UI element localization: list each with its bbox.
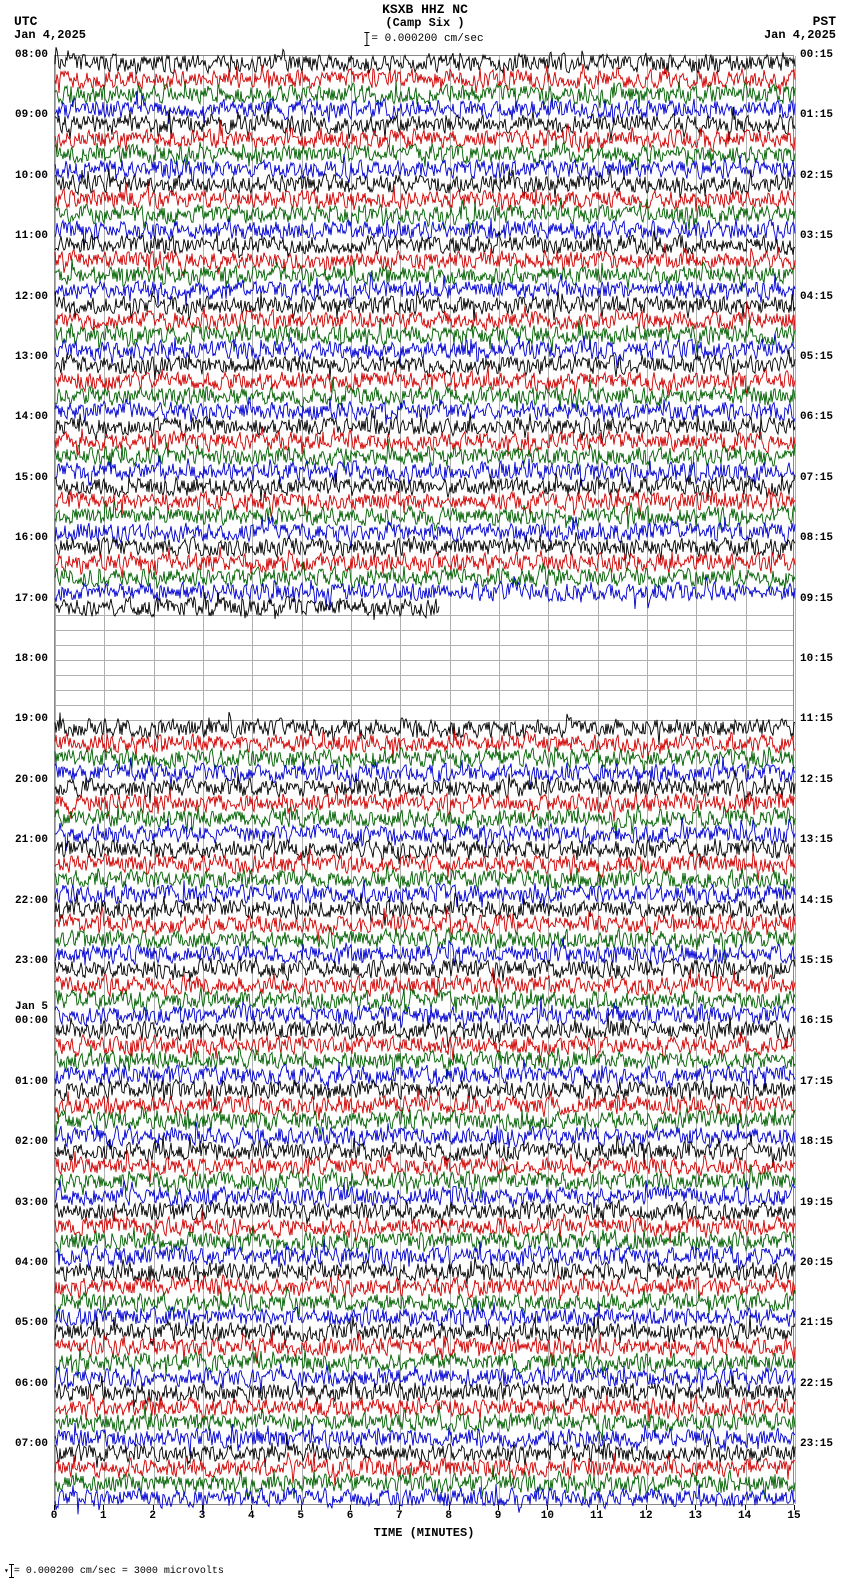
utc-hour-label: 23:00 [15, 955, 48, 967]
utc-hour-label: 03:00 [15, 1197, 48, 1209]
pst-hour-label: 21:15 [800, 1317, 833, 1329]
pst-hour-label: 04:15 [800, 291, 833, 303]
utc-hour-label: 05:00 [15, 1317, 48, 1329]
x-tick-label: 6 [347, 1510, 354, 1522]
footer-text: = 0.000200 cm/sec = 3000 microvolts [14, 1566, 224, 1577]
utc-hour-label: 09:00 [15, 109, 48, 121]
pst-hour-label: 08:15 [800, 532, 833, 544]
utc-hour-label: 06:00 [15, 1378, 48, 1390]
x-tick-label: 8 [445, 1510, 452, 1522]
pst-hour-label: 23:15 [800, 1438, 833, 1450]
pst-hour-label: 19:15 [800, 1197, 833, 1209]
station-title: KSXB HHZ NC [382, 2, 468, 17]
pst-hour-label: 09:15 [800, 593, 833, 605]
x-axis-title: TIME (MINUTES) [374, 1526, 475, 1540]
utc-hour-label: 04:00 [15, 1257, 48, 1269]
utc-hour-label: 13:00 [15, 351, 48, 363]
x-tick-label: 12 [639, 1510, 652, 1522]
utc-hour-label: 18:00 [15, 653, 48, 665]
x-axis: TIME (MINUTES) 0123456789101112131415 [54, 1508, 794, 1548]
scale-text: = 0.000200 cm/sec [371, 33, 483, 45]
timezone-left: UTC [14, 14, 37, 29]
pst-hour-label: 07:15 [800, 472, 833, 484]
utc-hour-label: 22:00 [15, 895, 48, 907]
pst-hour-label: 20:15 [800, 1257, 833, 1269]
utc-hour-label: 02:00 [15, 1136, 48, 1148]
utc-hour-label: 08:00 [15, 49, 48, 61]
pst-hour-label: 14:15 [800, 895, 833, 907]
utc-hour-label: 14:00 [15, 411, 48, 423]
utc-hour-label: 01:00 [15, 1076, 48, 1088]
utc-hour-label: 15:00 [15, 472, 48, 484]
x-tick-label: 13 [689, 1510, 702, 1522]
scale-bar-icon [366, 32, 367, 46]
scale-bar-icon [11, 1564, 12, 1578]
pst-hour-label: 11:15 [800, 713, 833, 725]
x-tick-label: 7 [396, 1510, 403, 1522]
pst-time-labels: 00:1501:1502:1503:1504:1505:1506:1507:15… [798, 55, 848, 1505]
date-left: Jan 4,2025 [14, 28, 86, 42]
pst-hour-label: 16:15 [800, 1015, 833, 1027]
x-tick-label: 9 [495, 1510, 502, 1522]
x-tick-label: 4 [248, 1510, 255, 1522]
pst-hour-label: 06:15 [800, 411, 833, 423]
x-tick-label: 1 [100, 1510, 107, 1522]
x-tick-label: 10 [541, 1510, 554, 1522]
pst-hour-label: 18:15 [800, 1136, 833, 1148]
pst-hour-label: 00:15 [800, 49, 833, 61]
utc-hour-label: 17:00 [15, 593, 48, 605]
utc-hour-label: 10:00 [15, 170, 48, 182]
chart-header: KSXB HHZ NC (Camp Six ) = 0.000200 cm/se… [0, 0, 850, 50]
pst-hour-label: 02:15 [800, 170, 833, 182]
pst-hour-label: 22:15 [800, 1378, 833, 1390]
utc-hour-label: 00:00 [15, 1015, 48, 1027]
utc-hour-label: 11:00 [15, 230, 48, 242]
x-tick-label: 2 [149, 1510, 156, 1522]
pst-hour-label: 05:15 [800, 351, 833, 363]
utc-hour-label: 21:00 [15, 834, 48, 846]
pst-hour-label: 03:15 [800, 230, 833, 242]
utc-hour-label: 12:00 [15, 291, 48, 303]
footer-scale: ▾ = 0.000200 cm/sec = 3000 microvolts [4, 1564, 224, 1578]
scale-indicator-top: = 0.000200 cm/sec [366, 32, 483, 46]
date-right: Jan 4,2025 [764, 28, 836, 42]
pst-hour-label: 10:15 [800, 653, 833, 665]
x-tick-label: 11 [590, 1510, 603, 1522]
x-tick-label: 15 [787, 1510, 800, 1522]
station-subtitle: (Camp Six ) [385, 16, 464, 30]
timezone-right: PST [813, 14, 836, 29]
pst-hour-label: 01:15 [800, 109, 833, 121]
utc-hour-label: 07:00 [15, 1438, 48, 1450]
pst-hour-label: 15:15 [800, 955, 833, 967]
x-tick-label: 0 [51, 1510, 58, 1522]
day-marker: Jan 5 [15, 1001, 48, 1013]
x-tick-label: 5 [297, 1510, 304, 1522]
utc-hour-label: 20:00 [15, 774, 48, 786]
utc-hour-label: 19:00 [15, 713, 48, 725]
helicorder-plot [54, 55, 794, 1505]
utc-hour-label: 16:00 [15, 532, 48, 544]
pst-hour-label: 12:15 [800, 774, 833, 786]
utc-time-labels: 08:0009:0010:0011:0012:0013:0014:0015:00… [0, 55, 50, 1505]
pst-hour-label: 17:15 [800, 1076, 833, 1088]
x-tick-label: 3 [199, 1510, 206, 1522]
pst-hour-label: 13:15 [800, 834, 833, 846]
x-tick-label: 14 [738, 1510, 751, 1522]
